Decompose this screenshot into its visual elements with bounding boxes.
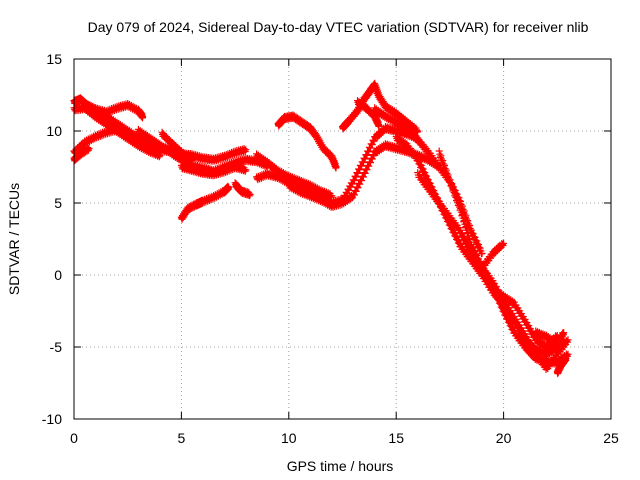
series-markers (285, 140, 443, 211)
y-tick-label: 0 (54, 267, 62, 283)
chart-title: Day 079 of 2024, Sidereal Day-to-day VTE… (88, 19, 589, 35)
x-tick-label: 20 (496, 430, 512, 446)
x-tick-label: 25 (603, 430, 619, 446)
y-tick-label: 10 (46, 123, 62, 139)
y-axis-title: SDTVAR / TECUs (6, 183, 22, 295)
series-markers (274, 111, 340, 172)
series-markers (158, 128, 196, 165)
plot-frame (73, 58, 612, 420)
series-arc-15 (339, 79, 422, 136)
series-markers (177, 182, 233, 223)
series-markers (177, 161, 250, 180)
data-points (70, 79, 572, 378)
x-axis-title: GPS time / hours (287, 458, 394, 474)
series-arc-9 (177, 182, 233, 223)
series-markers (339, 79, 422, 136)
x-tick-label: 10 (281, 430, 297, 446)
series-arc-13 (285, 140, 443, 211)
series-markers (231, 179, 254, 200)
series-arc-8 (177, 161, 250, 180)
series-markers (532, 327, 568, 349)
y-tick-label: 15 (46, 51, 62, 67)
y-tick-label: 5 (54, 195, 62, 211)
series-arc-24 (553, 354, 570, 378)
series-arc-10 (231, 179, 254, 200)
series-arc-23 (532, 327, 568, 349)
series-arc-14 (274, 111, 340, 172)
axis-ticks: 0 5 10 15 20 25 -10 -5 0 5 10 15 (42, 51, 619, 446)
x-tick-label: 15 (388, 430, 404, 446)
series-arc-7 (158, 128, 196, 165)
series-markers (553, 354, 570, 378)
series-arc-16 (354, 97, 383, 130)
y-tick-label: -5 (50, 339, 63, 355)
grid-lines (74, 59, 611, 419)
series-markers (354, 97, 383, 130)
x-tick-label: 5 (178, 430, 186, 446)
y-tick-label: -10 (42, 411, 62, 427)
x-tick-label: 0 (70, 430, 78, 446)
